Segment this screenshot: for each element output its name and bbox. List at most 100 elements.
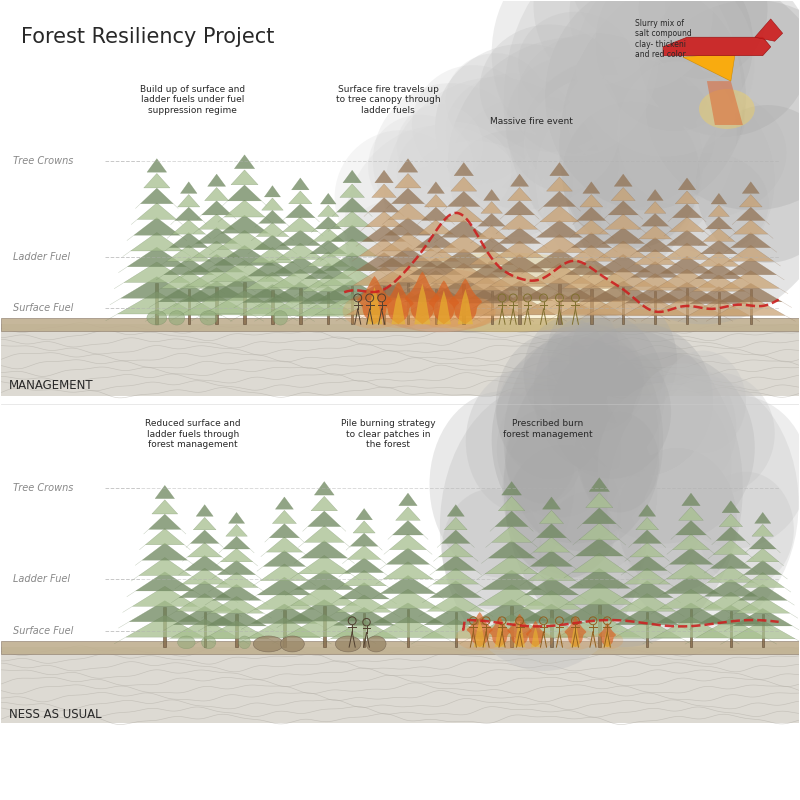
Polygon shape: [644, 202, 666, 214]
Ellipse shape: [631, 363, 737, 491]
Polygon shape: [502, 482, 522, 495]
Polygon shape: [359, 239, 409, 256]
Ellipse shape: [538, 150, 653, 244]
Polygon shape: [627, 555, 667, 570]
Polygon shape: [663, 38, 770, 56]
Polygon shape: [563, 270, 620, 288]
Polygon shape: [410, 258, 462, 274]
Polygon shape: [425, 292, 502, 314]
Polygon shape: [320, 194, 336, 204]
Ellipse shape: [390, 290, 454, 329]
Polygon shape: [181, 294, 253, 315]
Polygon shape: [534, 234, 586, 253]
Polygon shape: [754, 19, 782, 42]
Polygon shape: [572, 553, 626, 572]
Polygon shape: [467, 262, 516, 278]
Polygon shape: [356, 509, 373, 520]
Ellipse shape: [638, 0, 767, 78]
Polygon shape: [530, 249, 589, 268]
Polygon shape: [291, 585, 358, 606]
Ellipse shape: [386, 165, 494, 265]
Polygon shape: [444, 518, 467, 530]
Polygon shape: [275, 497, 294, 510]
Polygon shape: [357, 276, 392, 324]
Polygon shape: [393, 521, 423, 535]
Polygon shape: [142, 543, 187, 560]
Polygon shape: [291, 178, 309, 190]
Polygon shape: [208, 174, 226, 186]
Bar: [434, 289, 437, 324]
Polygon shape: [347, 546, 381, 559]
Polygon shape: [254, 590, 314, 610]
Polygon shape: [350, 280, 418, 300]
Text: Surface Fuel: Surface Fuel: [14, 303, 74, 314]
Polygon shape: [207, 609, 266, 626]
Ellipse shape: [412, 65, 534, 185]
Ellipse shape: [504, 0, 743, 261]
Polygon shape: [682, 493, 700, 506]
Ellipse shape: [416, 296, 472, 328]
Polygon shape: [482, 570, 542, 590]
Polygon shape: [288, 599, 361, 621]
Ellipse shape: [506, 445, 621, 578]
Bar: [363, 613, 366, 647]
Bar: [718, 292, 720, 324]
Polygon shape: [310, 240, 346, 254]
Bar: [510, 606, 513, 647]
Polygon shape: [570, 623, 580, 647]
Ellipse shape: [562, 102, 700, 249]
Polygon shape: [315, 217, 342, 229]
Polygon shape: [465, 274, 518, 290]
Ellipse shape: [534, 0, 665, 85]
Bar: [518, 287, 521, 324]
Ellipse shape: [660, 372, 774, 494]
Text: MANAGEMENT: MANAGEMENT: [10, 379, 94, 392]
Polygon shape: [678, 178, 696, 190]
Polygon shape: [746, 548, 779, 562]
Polygon shape: [190, 530, 219, 543]
Text: Forest Resiliency Project: Forest Resiliency Project: [22, 27, 274, 47]
Ellipse shape: [344, 125, 535, 332]
Polygon shape: [478, 585, 545, 606]
Polygon shape: [318, 280, 386, 300]
Ellipse shape: [342, 294, 406, 329]
Ellipse shape: [492, 336, 659, 543]
Polygon shape: [405, 272, 440, 324]
Polygon shape: [264, 186, 281, 197]
Bar: [646, 612, 648, 647]
Polygon shape: [218, 560, 255, 574]
Polygon shape: [633, 530, 662, 543]
Polygon shape: [141, 188, 174, 204]
Polygon shape: [670, 217, 705, 232]
Ellipse shape: [442, 489, 542, 610]
Ellipse shape: [334, 130, 469, 265]
Polygon shape: [375, 170, 394, 183]
Text: Surface fire travels up
to tree canopy through
ladder fuels: Surface fire travels up to tree canopy t…: [336, 85, 440, 115]
Polygon shape: [647, 190, 663, 201]
Polygon shape: [634, 250, 677, 265]
Polygon shape: [670, 548, 713, 564]
Ellipse shape: [618, 448, 737, 591]
Polygon shape: [717, 296, 785, 315]
Ellipse shape: [618, 61, 737, 205]
Polygon shape: [416, 233, 456, 248]
Polygon shape: [134, 218, 180, 235]
Polygon shape: [672, 204, 702, 218]
Polygon shape: [742, 182, 759, 194]
Polygon shape: [510, 174, 529, 186]
Polygon shape: [289, 191, 312, 204]
Polygon shape: [525, 578, 578, 595]
Polygon shape: [285, 614, 364, 637]
Polygon shape: [215, 572, 258, 587]
Polygon shape: [402, 296, 470, 315]
Ellipse shape: [523, 74, 691, 220]
Polygon shape: [486, 281, 553, 301]
Ellipse shape: [397, 122, 512, 222]
Polygon shape: [654, 282, 719, 302]
Polygon shape: [603, 628, 611, 647]
Polygon shape: [472, 614, 551, 637]
Polygon shape: [557, 296, 626, 315]
Polygon shape: [155, 486, 174, 498]
Polygon shape: [596, 254, 650, 272]
Polygon shape: [696, 618, 766, 638]
